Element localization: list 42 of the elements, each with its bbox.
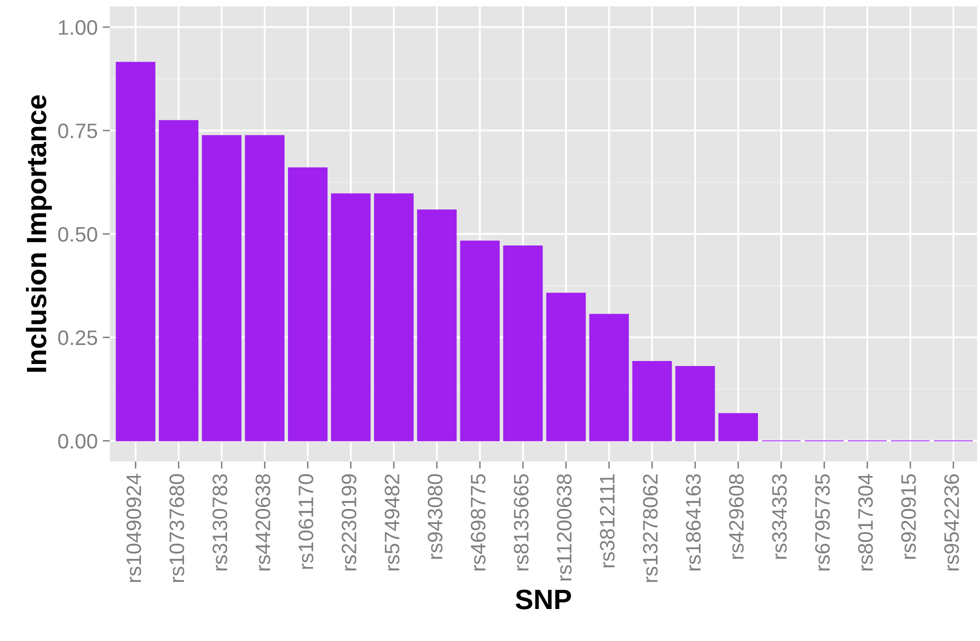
bar bbox=[374, 193, 414, 442]
x-tick-label: rs5749482 bbox=[384, 474, 400, 570]
y-axis-title: Inclusion Importance bbox=[26, 95, 52, 372]
bar bbox=[546, 292, 586, 442]
bar bbox=[503, 246, 543, 442]
x-tick-label: rs334353 bbox=[772, 474, 787, 559]
x-tick-label: rs429608 bbox=[729, 474, 744, 559]
bar bbox=[288, 167, 328, 442]
x-tick-label: rs8135665 bbox=[514, 474, 529, 570]
x-tick-label: rs10490924 bbox=[126, 474, 142, 582]
x-tick-label: rs8017304 bbox=[858, 474, 873, 570]
x-tick-label: rs10737680 bbox=[169, 474, 184, 582]
x-tick-label: rs4698775 bbox=[470, 474, 486, 570]
x-axis-title: SNP bbox=[516, 590, 572, 610]
x-tick-label: rs11200638 bbox=[556, 474, 572, 580]
bar bbox=[417, 210, 457, 442]
y-tick-label: 0.25 bbox=[58, 330, 98, 346]
x-tick-label: rs920915 bbox=[901, 474, 916, 559]
bar bbox=[158, 120, 198, 442]
bar bbox=[718, 413, 758, 442]
bar bbox=[244, 135, 284, 442]
y-tick-label: 0.00 bbox=[58, 434, 98, 449]
x-tick-label: rs1864163 bbox=[686, 474, 701, 570]
bar bbox=[632, 360, 672, 442]
bar bbox=[116, 62, 156, 442]
bar bbox=[460, 240, 500, 442]
x-tick-label: rs9542236 bbox=[944, 474, 959, 570]
x-tick-label: rs4420638 bbox=[256, 474, 270, 570]
x-tick-label: rs6795735 bbox=[815, 474, 830, 570]
x-tick-label: rs943080 bbox=[428, 474, 442, 559]
y-tick-label: 0.75 bbox=[58, 124, 98, 138]
y-tick-label: 0.50 bbox=[58, 226, 98, 242]
y-tick-label: 1.00 bbox=[59, 20, 98, 35]
x-tick-label: rs1061170 bbox=[298, 474, 314, 569]
bar bbox=[331, 193, 371, 442]
x-tick-label: rs3812111 bbox=[600, 474, 615, 568]
x-tick-label: rs2230199 bbox=[342, 474, 356, 570]
bar bbox=[202, 135, 242, 442]
bar bbox=[675, 366, 715, 442]
bar bbox=[589, 314, 629, 442]
x-tick-label: rs13278062 bbox=[642, 474, 658, 582]
x-tick-label: rs3130783 bbox=[212, 474, 228, 570]
